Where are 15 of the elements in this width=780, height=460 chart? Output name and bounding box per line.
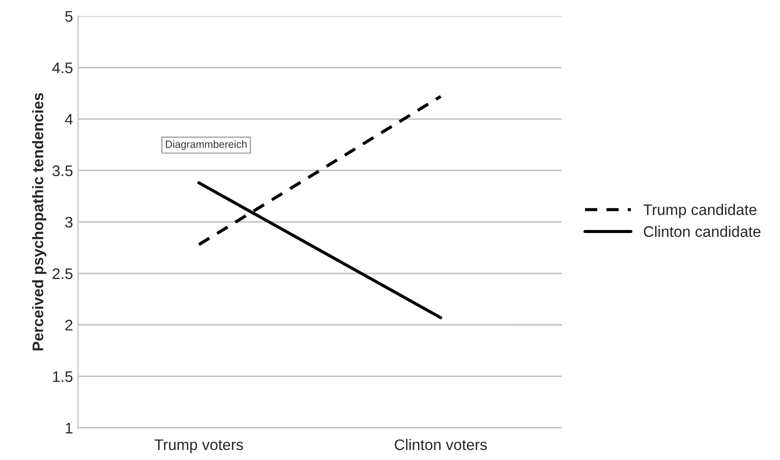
y-tick-label: 3 xyxy=(65,216,72,228)
y-axis-title: Perceived psychopathic tendencies xyxy=(32,93,46,350)
y-tick-label: 1 xyxy=(66,422,72,434)
y-tick-label: 4 xyxy=(64,114,73,125)
y-tick-label: 3.5 xyxy=(52,165,72,176)
x-tick-label: Clinton voters xyxy=(394,438,487,450)
legend-label: Trump candidate xyxy=(643,204,756,218)
y-tick-label: 2.5 xyxy=(52,268,72,280)
x-tick-label: Trump voters xyxy=(154,439,244,454)
y-tick-label: 5 xyxy=(65,11,72,22)
y-tick-label: 4.5 xyxy=(52,62,72,74)
annotation: Diagrammbereich xyxy=(166,140,247,150)
y-tick-label: 2 xyxy=(65,320,72,330)
legend-label: Clinton candidate xyxy=(644,226,760,237)
y-tick-label: 1.5 xyxy=(53,371,72,382)
